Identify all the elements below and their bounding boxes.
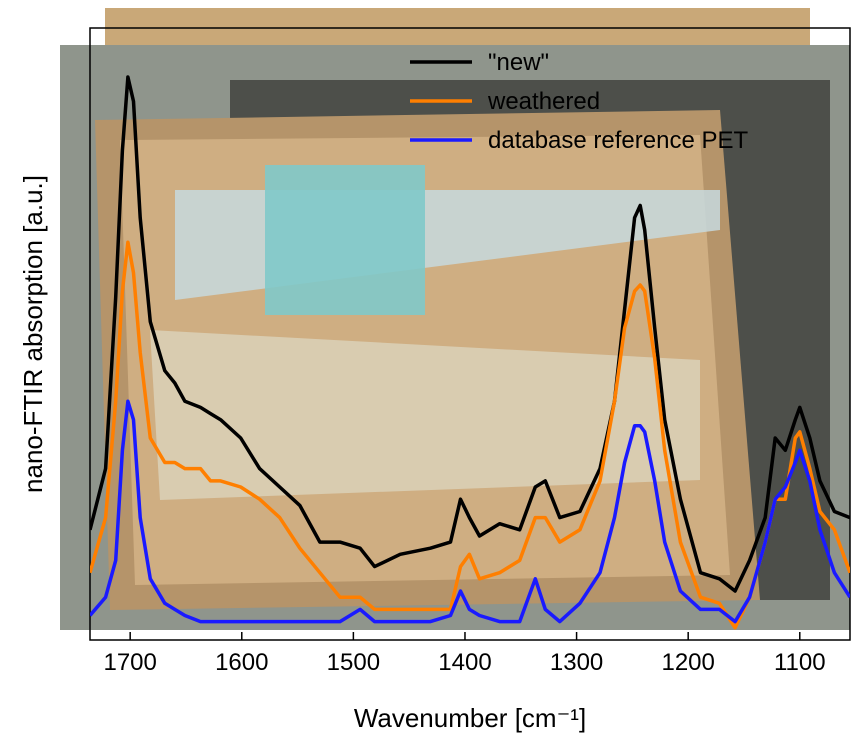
legend-label: "new"	[488, 49, 549, 76]
y-axis-label: nano-FTIR absorption [a.u.]	[18, 175, 48, 493]
legend-label: weathered	[487, 88, 600, 115]
x-tick-label: 1200	[661, 649, 714, 676]
x-tick-label: 1100	[774, 649, 826, 676]
legend-label: database reference PET	[488, 127, 748, 154]
x-tick-label: 1700	[103, 649, 156, 676]
data-line	[90, 399, 850, 624]
x-tick-label: 1300	[550, 649, 603, 676]
x-tick-label: 1500	[327, 649, 380, 676]
data-line	[90, 75, 850, 593]
x-tick-label: 1600	[215, 649, 268, 676]
background-photo	[60, 8, 850, 630]
x-tick-label: 1400	[438, 649, 491, 676]
x-axis-label: Wavenumber [cm⁻¹]	[354, 703, 586, 733]
plot-frame	[89, 27, 851, 641]
